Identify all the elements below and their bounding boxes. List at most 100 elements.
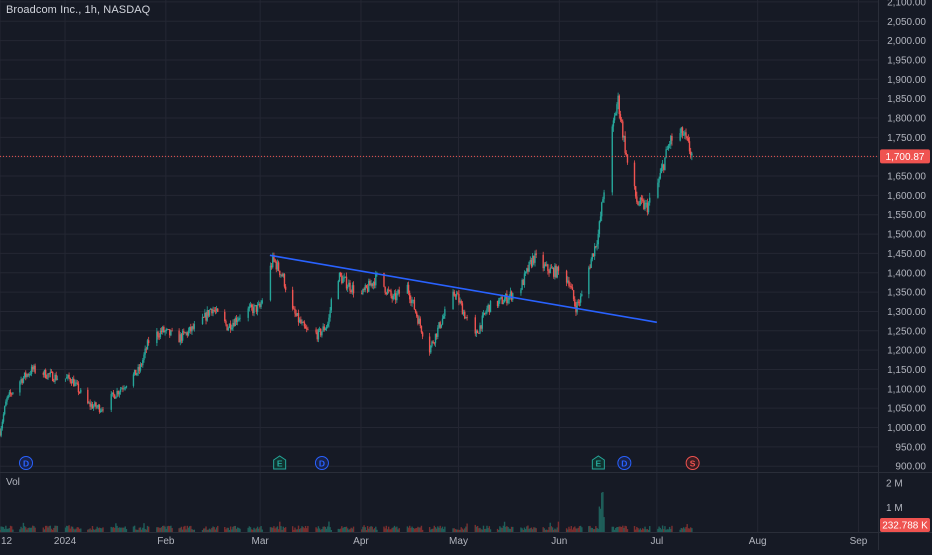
- volume-bar: [297, 525, 300, 532]
- volume-bar: [140, 529, 143, 532]
- candle-body: [256, 304, 259, 312]
- volume-bar: [556, 527, 558, 532]
- volume-bar: [418, 527, 420, 532]
- volume-bar: [431, 528, 433, 532]
- candle-body: [69, 378, 71, 382]
- volume-bar: [6, 528, 8, 532]
- candle-body: [217, 308, 219, 312]
- candle-body: [527, 268, 529, 272]
- candle-body: [300, 319, 302, 324]
- volume-bar: [317, 526, 320, 532]
- volume-bar: [668, 526, 671, 532]
- candle-body: [578, 302, 581, 304]
- volume-bar: [190, 525, 192, 532]
- candle-body: [350, 290, 352, 293]
- candle-body: [549, 267, 551, 274]
- candle-body: [615, 113, 617, 116]
- candle-body: [226, 324, 228, 331]
- candle-body: [633, 162, 636, 187]
- candle-body: [439, 322, 441, 328]
- candle-body: [229, 323, 232, 330]
- volume-bar: [98, 527, 101, 532]
- candle-body: [458, 293, 460, 303]
- candle-body: [33, 365, 35, 370]
- candle-body: [372, 281, 375, 286]
- candle-body: [368, 280, 370, 292]
- candle-body: [164, 331, 166, 333]
- price-tick-label: 1,100.00: [887, 384, 926, 395]
- volume-bar: [67, 526, 69, 532]
- candle-body: [338, 272, 341, 282]
- candle-body: [167, 329, 170, 330]
- volume-bar: [50, 528, 53, 532]
- volume-bar: [520, 527, 522, 532]
- event-split-icon: S: [685, 456, 700, 470]
- volume-bar: [96, 526, 98, 532]
- volume-bar: [386, 529, 389, 532]
- volume-bar: [307, 525, 309, 532]
- volume-bar: [238, 527, 240, 532]
- volume-bar: [156, 527, 158, 532]
- symbol-title[interactable]: Broadcom Inc., 1h, NASDAQ: [6, 4, 151, 16]
- candle-body: [163, 326, 165, 333]
- volume-bar: [25, 527, 27, 532]
- candle-body: [481, 315, 484, 329]
- volume-bar: [526, 526, 528, 532]
- volume-bar: [576, 528, 578, 532]
- candle-body: [47, 373, 49, 379]
- candle-body: [485, 312, 487, 314]
- volume-bar: [389, 529, 391, 532]
- volume-bar: [229, 526, 232, 532]
- volume-bar: [291, 526, 294, 532]
- time-tick-label: Jul: [650, 536, 663, 547]
- volume-bar: [623, 527, 625, 532]
- candle-body: [598, 221, 601, 234]
- candle-body: [383, 272, 385, 287]
- candle-body: [554, 265, 556, 277]
- volume-bar: [671, 525, 673, 532]
- volume-bar: [591, 527, 594, 532]
- candle-body: [503, 298, 506, 303]
- candle-body: [543, 264, 546, 269]
- candle-body: [116, 391, 118, 397]
- candle-body: [365, 285, 368, 288]
- candle-body: [544, 264, 547, 266]
- volume-bar: [482, 525, 485, 532]
- candle-body: [665, 149, 667, 158]
- candle-body: [75, 382, 77, 384]
- time-tick-label: Feb: [157, 536, 175, 547]
- volume-bar: [28, 527, 30, 532]
- volume-bar: [544, 529, 547, 532]
- volume-bar: [87, 529, 89, 532]
- volume-bar: [337, 528, 340, 532]
- volume-bar: [137, 529, 139, 532]
- volume-bar: [9, 525, 12, 532]
- volume-bar: [80, 528, 82, 532]
- candle-body: [239, 317, 241, 319]
- price-tick-label: 1,550.00: [887, 210, 926, 221]
- candle-body: [178, 330, 180, 343]
- candle-body: [306, 328, 308, 330]
- candle-body: [133, 369, 136, 375]
- volume-bar: [115, 523, 117, 532]
- event-shape: [617, 456, 632, 470]
- volume-bar: [365, 529, 368, 532]
- volume-bar: [430, 529, 432, 532]
- volume-bar: [162, 525, 164, 532]
- volume-bar: [284, 527, 287, 532]
- candle-body: [139, 364, 142, 371]
- candle-body: [117, 391, 119, 395]
- volume-bar: [280, 526, 282, 532]
- price-tick-label: 1,850.00: [887, 94, 926, 105]
- candle-body: [89, 402, 91, 407]
- candle-body: [434, 333, 437, 344]
- candle-body: [291, 289, 294, 309]
- price-tick-label: 1,950.00: [887, 55, 926, 66]
- candle-body: [452, 291, 454, 310]
- candle-body: [135, 369, 137, 376]
- volume-bar: [625, 526, 628, 532]
- volume-bar: [434, 527, 437, 532]
- volume-bar: [338, 529, 341, 532]
